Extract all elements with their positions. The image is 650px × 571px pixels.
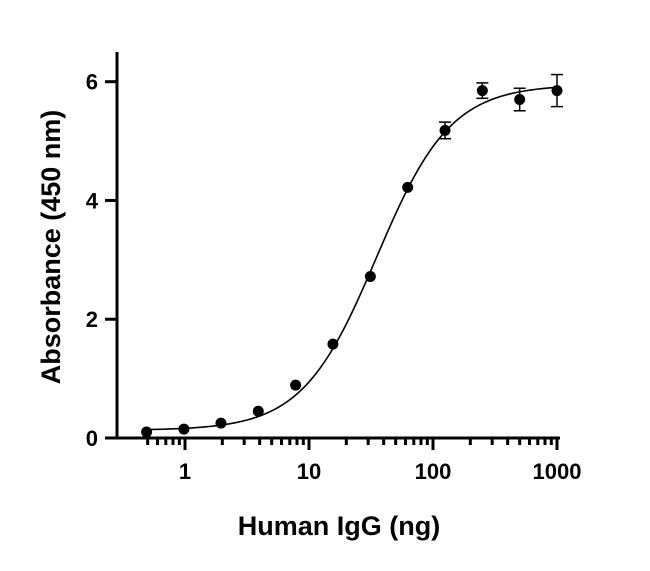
x-tick-label: 10 — [297, 459, 321, 484]
y-tick-label: 4 — [86, 188, 99, 213]
y-axis-title: Absorbance (450 nm) — [36, 110, 66, 385]
x-axis: 1 10 100 1000 — [117, 436, 582, 484]
data-point-group — [439, 121, 452, 140]
y-tick-label: 6 — [86, 70, 98, 95]
data-point — [327, 338, 339, 350]
data-point-group — [364, 270, 376, 282]
y-tick-label: 2 — [86, 307, 98, 332]
data-point — [252, 405, 264, 417]
y-axis: 0 2 4 6 — [86, 52, 119, 451]
x-tick-label: 1 — [179, 459, 191, 484]
data-point — [402, 181, 414, 193]
data-point — [215, 417, 227, 429]
fit-curve-group — [146, 86, 558, 431]
data-point — [364, 270, 376, 282]
x-tick-label: 1000 — [533, 459, 582, 484]
fit-curve — [146, 86, 558, 431]
data-point — [178, 423, 190, 435]
data-point — [514, 94, 526, 106]
data-points — [141, 73, 563, 438]
data-point-group — [252, 405, 264, 417]
data-point — [476, 85, 488, 97]
data-point-group — [513, 87, 526, 112]
data-point — [551, 85, 563, 97]
data-point-group — [178, 423, 190, 435]
data-point — [290, 379, 302, 391]
x-tick-label: 100 — [415, 459, 452, 484]
data-point-group — [476, 82, 489, 100]
data-point-group — [402, 181, 414, 193]
data-point-group — [290, 379, 302, 391]
data-point-group — [327, 338, 339, 350]
data-point — [439, 124, 451, 136]
data-point-group — [215, 417, 227, 429]
x-axis-title: Human IgG (ng) — [238, 511, 440, 541]
data-point-group — [551, 73, 563, 108]
y-tick-label: 0 — [86, 426, 98, 451]
data-point — [141, 426, 153, 438]
data-point-group — [141, 426, 153, 438]
